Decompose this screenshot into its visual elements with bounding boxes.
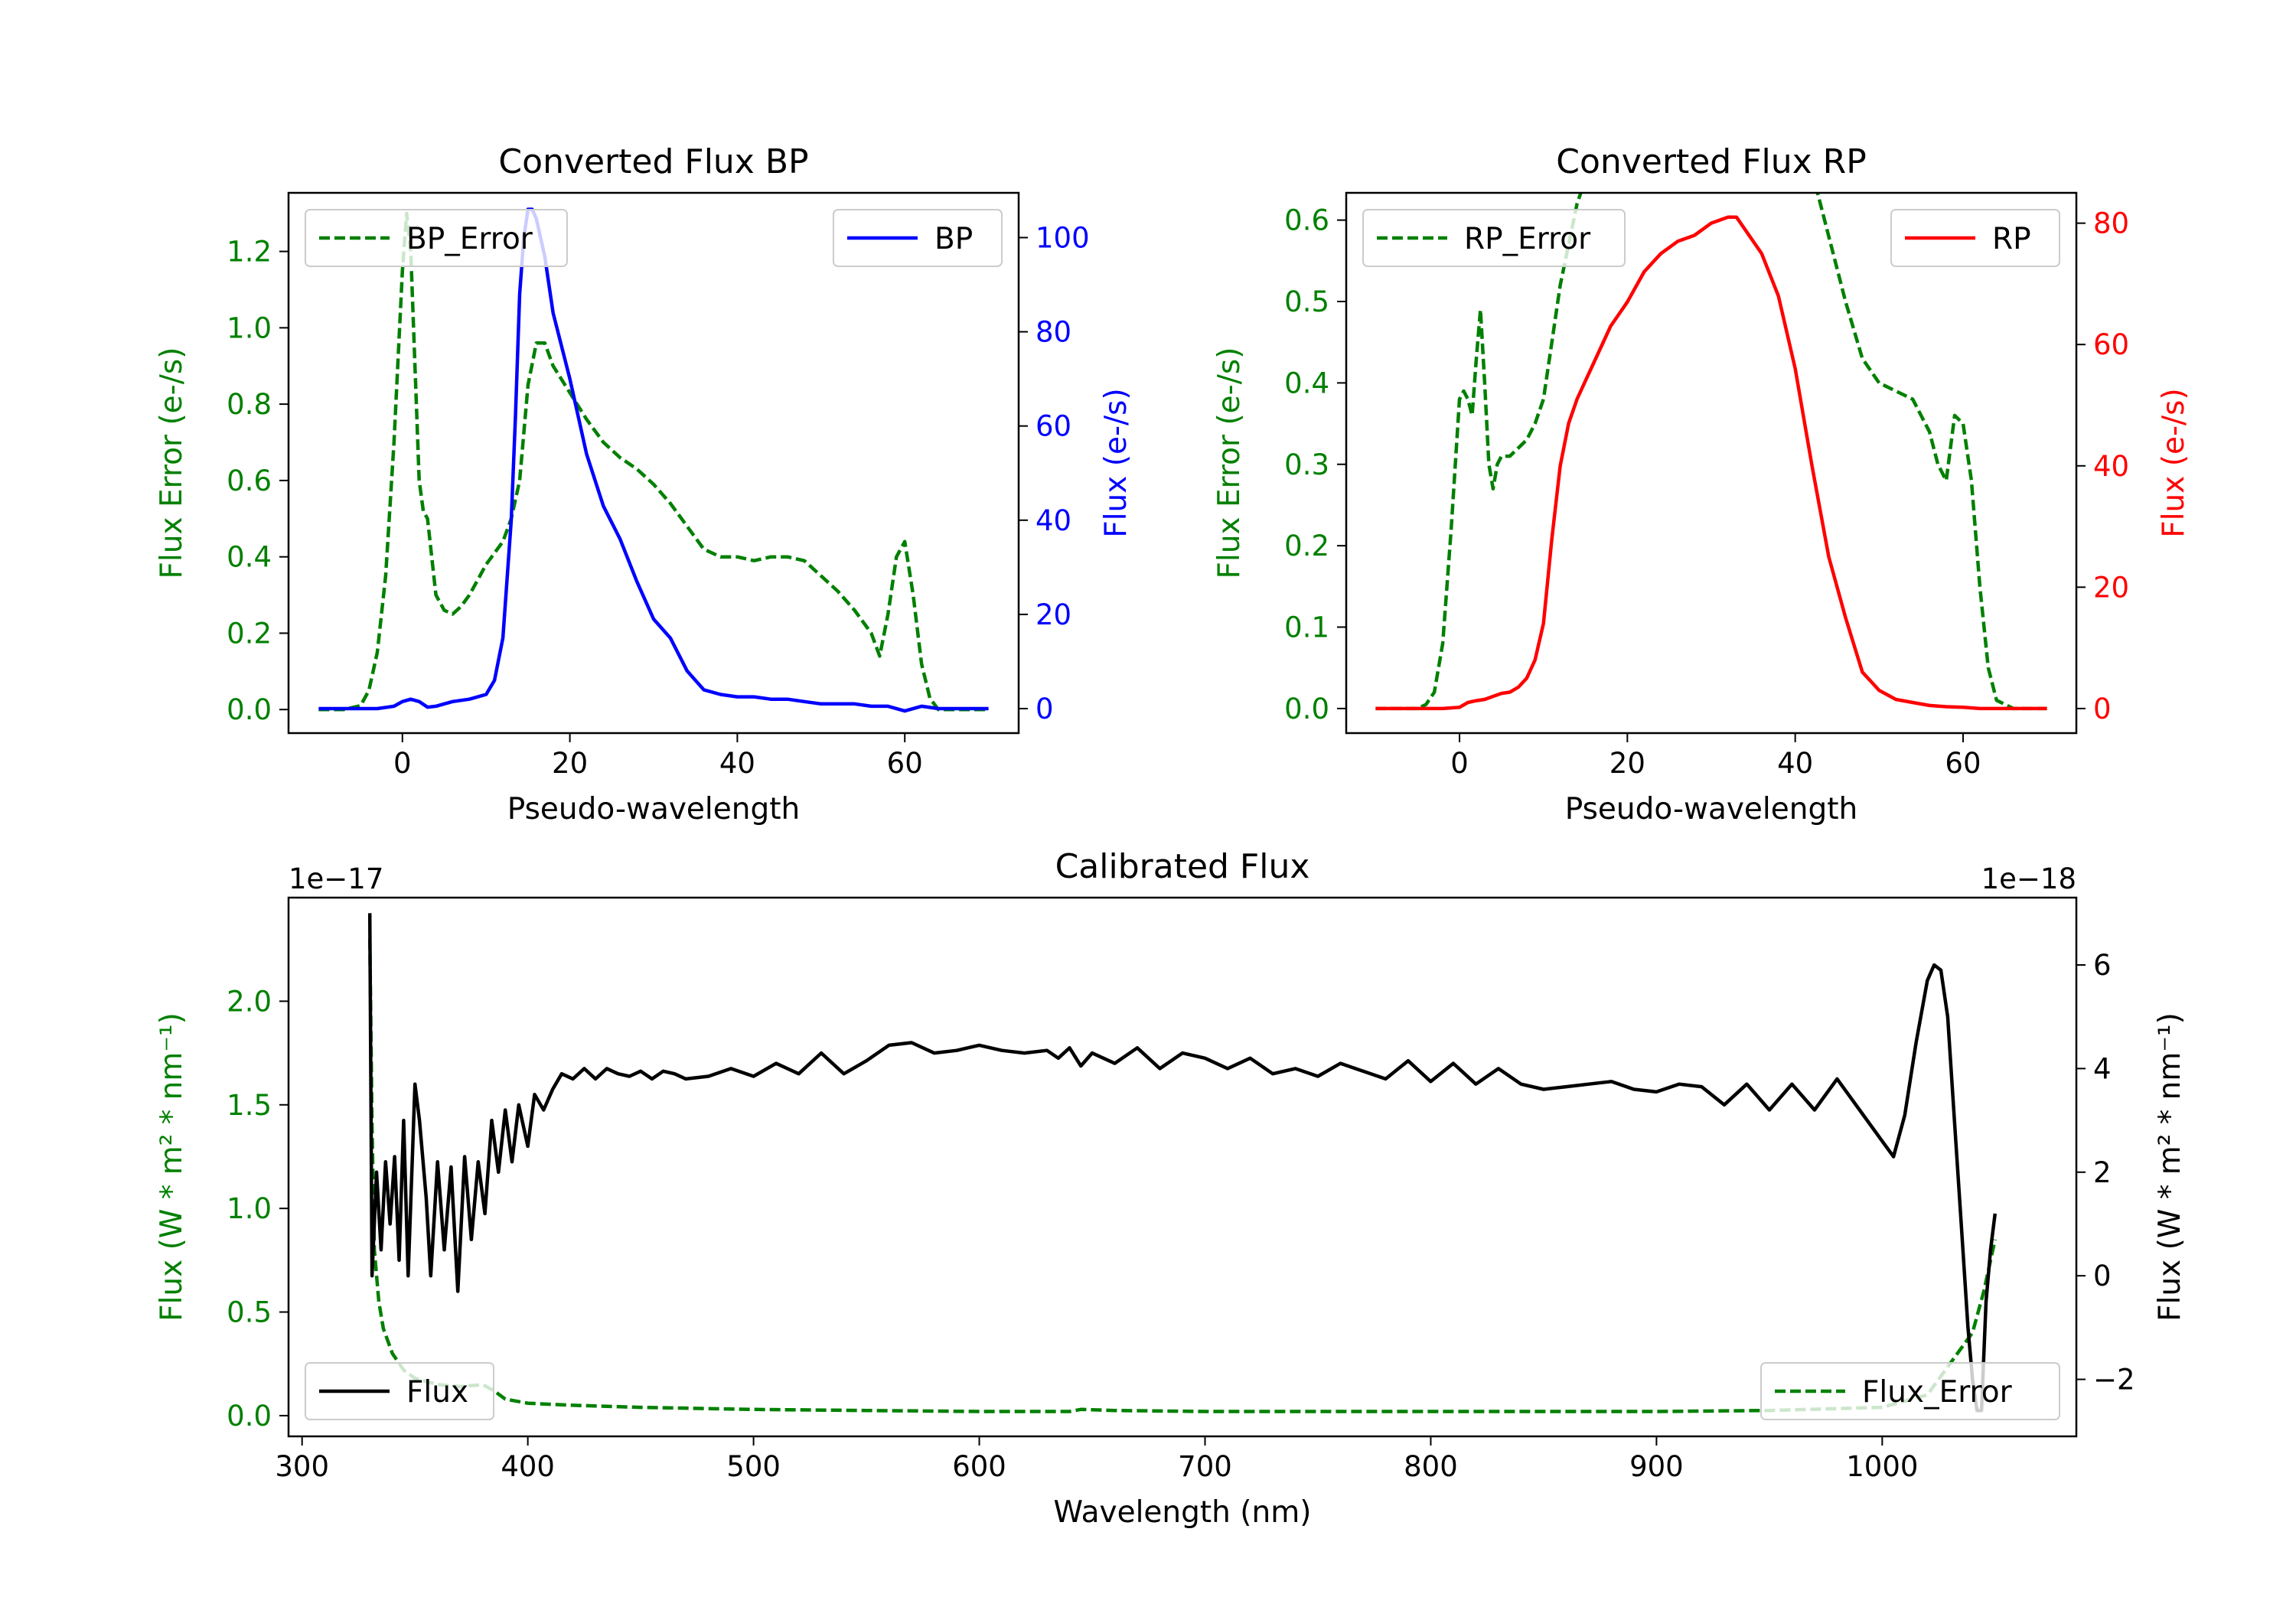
chart-bp: 0 20 40 60 0.0 0.2 0.4 0.6 0.8 1.0 1.2 0 20 40 60 80 100…: [155, 142, 1133, 826]
y-right-tick-label: 100: [1035, 221, 1090, 254]
series-line-flux: [367, 913, 1998, 1413]
y-right-tick-label: 20: [1035, 598, 1071, 631]
x-tick-label: 400: [501, 1450, 555, 1483]
axes-frame: [1345, 191, 2078, 735]
x-tick-label: 20: [1609, 747, 1645, 780]
series-line-bp: [318, 207, 989, 713]
legend-label: Flux_Error: [1862, 1375, 2013, 1410]
legend-label: RP_Error: [1464, 222, 1591, 256]
chart-rp: 0 20 40 60 0.0 0.1 0.2 0.3 0.4 0.5 0.6 0 20 40 60 80 Con…: [1212, 142, 2191, 826]
axes-frame: [287, 191, 1020, 735]
y-left-tick-label: 2.0: [227, 985, 272, 1018]
legend-flux-error: Flux_Error: [1760, 1362, 2060, 1420]
y-right-axis-label: Flux (W * m² * nm⁻¹): [2153, 1012, 2187, 1322]
y-left-axis-label: Flux Error (e-/s): [155, 347, 189, 579]
series-line-rp: [1375, 215, 2047, 711]
y-right-tick-label: 0: [1035, 693, 1054, 725]
y-left-offset-text: 1e−17: [289, 862, 383, 895]
x-tick-label: 40: [719, 747, 755, 780]
legend-bp: BP: [833, 209, 1003, 267]
y-left-tick-label: 0.0: [1284, 693, 1329, 725]
series-line-bp-error: [318, 211, 989, 712]
y-right-tick-label: 60: [2093, 328, 2129, 361]
y-left-tick-label: 0.6: [227, 464, 272, 497]
chart-calibrated: 300 400 500 600 700 800 900 1000 0.0 0.5 1.0 1.5 2.0…: [155, 847, 2187, 1530]
y-right-tick-label: −2: [2093, 1364, 2135, 1397]
axes-frame: [287, 896, 2078, 1438]
y-left-tick-label: 0.3: [1284, 448, 1329, 481]
legend-flux: Flux: [305, 1362, 494, 1420]
y-left-tick-label: 1.2: [227, 236, 272, 269]
y-right-tick-label: 80: [1035, 316, 1071, 349]
x-tick-label: 700: [1178, 1450, 1232, 1483]
legend-rp: RP: [1890, 209, 2060, 267]
y-left-tick-label: 0.4: [1284, 367, 1329, 399]
y-right-tick-label: 0: [2093, 1260, 2112, 1292]
x-tick-label: 20: [552, 747, 588, 780]
chart-title: Converted Flux RP: [1556, 142, 1867, 181]
y-right-offset-text: 1e−18: [1981, 862, 2076, 895]
y-right-tick-label: 40: [2093, 450, 2129, 483]
legend-rp-error: RP_Error: [1362, 209, 1626, 267]
y-left-axis-label: Flux Error (e-/s): [1212, 347, 1247, 579]
series-line-rp-error: [1375, 193, 2047, 711]
y-right-tick-label: 2: [2093, 1156, 2112, 1189]
y-left-tick-label: 1.0: [227, 311, 272, 344]
x-axis-label: Wavelength (nm): [1054, 1495, 1312, 1530]
legend-bp-error: BP_Error: [305, 209, 568, 267]
legend-label: BP: [934, 222, 973, 256]
y-left-tick-label: 0.8: [227, 388, 272, 421]
y-right-tick-label: 6: [2093, 949, 2112, 982]
y-left-tick-label: 0.5: [227, 1296, 272, 1329]
y-left-tick-label: 0.0: [227, 693, 272, 726]
y-left-tick-label: 1.5: [227, 1089, 272, 1122]
legend-label: Flux: [406, 1375, 468, 1410]
y-left-tick-label: 1.0: [227, 1192, 272, 1225]
y-left-tick-label: 0.1: [1284, 611, 1329, 644]
x-tick-label: 1000: [1846, 1450, 1918, 1483]
x-tick-label: 60: [1945, 747, 1981, 780]
x-tick-label: 500: [726, 1450, 781, 1483]
y-right-tick-label: 80: [2093, 207, 2129, 240]
x-tick-label: 900: [1629, 1450, 1684, 1483]
y-left-tick-label: 0.2: [1284, 530, 1329, 562]
x-tick-label: 600: [952, 1450, 1006, 1483]
chart-title: Calibrated Flux: [1055, 847, 1310, 886]
series-line-flux-error: [367, 939, 1997, 1413]
chart-title: Converted Flux BP: [498, 142, 808, 181]
x-tick-label: 0: [393, 747, 412, 780]
x-tick-label: 300: [275, 1450, 329, 1483]
y-right-tick-label: 60: [1035, 410, 1071, 443]
legend-label: RP: [1992, 222, 2031, 256]
y-left-tick-label: 0.2: [227, 617, 272, 650]
x-tick-label: 800: [1404, 1450, 1458, 1483]
x-tick-label: 40: [1777, 747, 1813, 780]
x-tick-label: 0: [1450, 747, 1469, 780]
y-left-tick-label: 0.6: [1284, 204, 1329, 237]
x-tick-label: 60: [887, 747, 923, 780]
y-right-tick-label: 0: [2093, 693, 2112, 725]
y-right-tick-label: 4: [2093, 1052, 2112, 1085]
y-left-tick-label: 0.0: [227, 1400, 272, 1433]
y-right-axis-label: Flux (e-/s): [1099, 388, 1133, 537]
y-left-axis-label: Flux (W * m² * nm⁻¹): [155, 1012, 189, 1322]
legend-label: BP_Error: [406, 222, 533, 256]
y-right-tick-label: 40: [1035, 504, 1071, 537]
y-right-tick-label: 20: [2093, 571, 2129, 604]
y-right-axis-label: Flux (e-/s): [2157, 388, 2191, 537]
y-left-tick-label: 0.4: [227, 541, 272, 574]
x-axis-label: Pseudo-wavelength: [1565, 792, 1857, 826]
y-left-tick-label: 0.5: [1284, 285, 1329, 318]
x-axis-label: Pseudo-wavelength: [507, 792, 800, 826]
